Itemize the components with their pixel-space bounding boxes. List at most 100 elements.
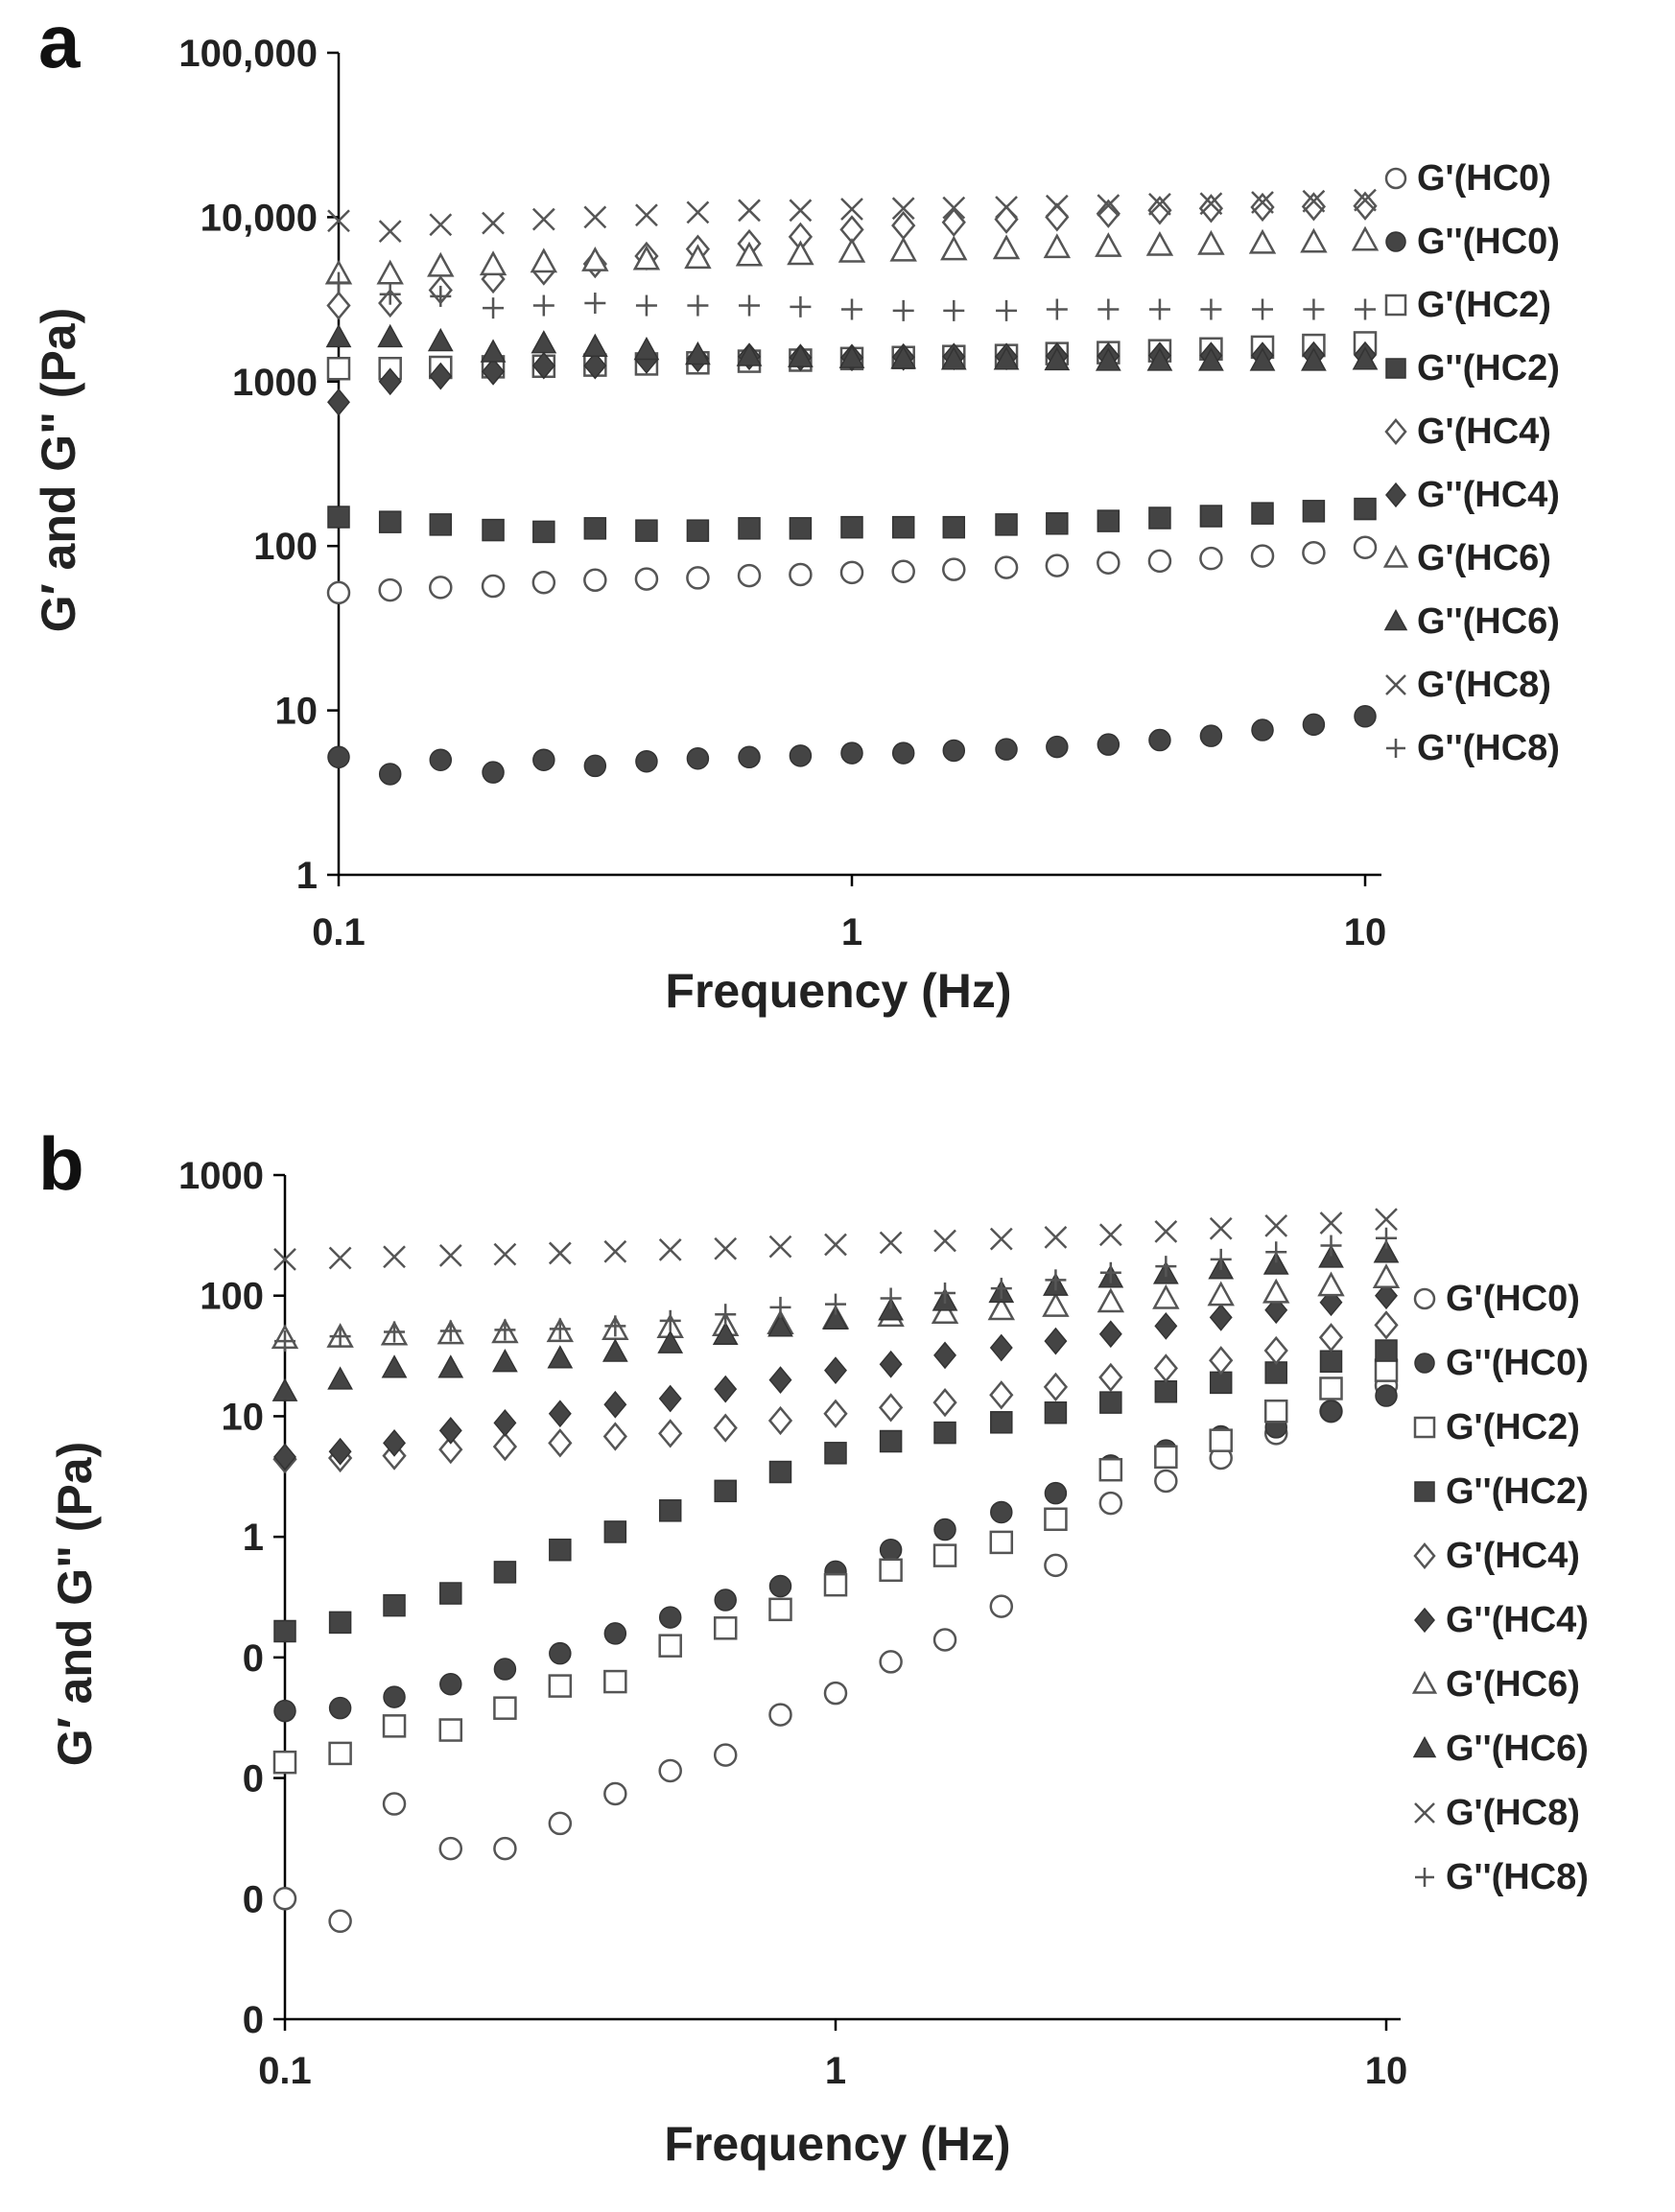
data-point (384, 1321, 406, 1343)
data-point (1044, 1225, 1068, 1249)
data-point (1320, 1235, 1342, 1257)
legend-marker (1384, 418, 1407, 445)
legend-label: G''(HC0) (1417, 222, 1560, 262)
data-point (1374, 1310, 1399, 1340)
data-point (994, 555, 1019, 579)
data-point (1375, 1384, 1398, 1407)
chart-panel-b: 0 0 0 0 1 10 100 1000 0.1 1 10 Frequency (Hz) G′ … (48, 1155, 1589, 2171)
series-gpp-hc8 (274, 1227, 1397, 1353)
legend-marker (1385, 482, 1406, 508)
data-point (990, 1411, 1013, 1434)
data-point (787, 240, 814, 266)
data-point (878, 1393, 904, 1423)
data-point (1097, 551, 1121, 575)
data-point (328, 271, 349, 294)
series-gpp-hc8 (328, 271, 1376, 321)
data-point (1199, 192, 1223, 216)
data-point (604, 1315, 626, 1337)
data-point (274, 1330, 295, 1353)
data-point (325, 323, 352, 348)
data-point (1209, 1428, 1233, 1452)
y-axis-title: G′ and G" (Pa) (48, 1442, 102, 1767)
legend-marker (1384, 294, 1407, 317)
data-point (1097, 509, 1121, 532)
data-point (1152, 1283, 1180, 1309)
data-point (493, 1658, 517, 1681)
data-point (824, 1356, 847, 1385)
data-point (658, 1758, 682, 1783)
legend-item: G'(HC2) (1413, 1407, 1580, 1447)
data-point (1264, 1361, 1287, 1384)
data-point (376, 259, 404, 285)
data-point (482, 518, 505, 542)
x-tick-label: 10 (1344, 911, 1387, 953)
data-point (532, 520, 555, 544)
data-point (940, 346, 967, 370)
data-point (712, 1321, 739, 1346)
data-point (714, 1236, 738, 1260)
legend-marker (1411, 1670, 1438, 1694)
data-point (878, 1297, 904, 1321)
legend-marker (1414, 1607, 1435, 1634)
data-point (603, 1669, 627, 1694)
data-point (1046, 512, 1069, 535)
data-point (439, 1672, 462, 1696)
data-point (933, 1421, 956, 1445)
y-tick-label: 1 (243, 1517, 264, 1559)
data-point (892, 299, 914, 321)
data-point (714, 1588, 737, 1612)
data-point (437, 1354, 464, 1378)
data-point (932, 1628, 957, 1652)
data-point (492, 1431, 518, 1462)
data-point (889, 236, 917, 262)
data-point (933, 1518, 956, 1541)
data-point (839, 560, 864, 585)
data-point (942, 196, 966, 220)
panel-letter-b: b (38, 1121, 84, 1206)
y-tick-label: 100,000 (178, 33, 318, 75)
legend-item: G'(HC4) (1384, 412, 1551, 452)
legend-label: G''(HC6) (1417, 601, 1560, 642)
data-point (789, 199, 813, 223)
legend-item: G'(HC6) (1411, 1664, 1580, 1705)
data-point (995, 738, 1018, 761)
data-point (1351, 225, 1380, 251)
data-point (658, 1238, 682, 1261)
data-point (1098, 1457, 1123, 1482)
legend-item: G''(HC6) (1412, 1729, 1589, 1769)
data-point (603, 1622, 627, 1645)
data-point (989, 1530, 1014, 1555)
data-point (602, 1338, 628, 1362)
legend-marker (1413, 1287, 1436, 1310)
data-point (685, 341, 711, 365)
data-point (482, 761, 505, 784)
data-point (327, 388, 350, 416)
data-point (328, 1696, 352, 1720)
data-point (1264, 1213, 1288, 1237)
data-point (714, 1375, 738, 1403)
data-point (383, 1428, 407, 1457)
data-point (1153, 1353, 1178, 1383)
data-point (990, 1500, 1013, 1524)
data-point (992, 234, 1021, 260)
x-ticks: 0.1 1 10 (312, 875, 1386, 953)
legend-item: G''(HC4) (1414, 1600, 1589, 1640)
data-point (632, 245, 661, 271)
legend-label: G'(HC4) (1446, 1536, 1580, 1576)
x-tick-label: 0.1 (312, 911, 366, 953)
data-point (768, 1703, 792, 1727)
data-point (714, 1479, 737, 1503)
legend-marker (1385, 231, 1406, 252)
data-point (1046, 735, 1069, 759)
legend-marker (1414, 1481, 1435, 1502)
data-point (493, 1561, 517, 1584)
data-point (379, 283, 401, 305)
y-axis-title: G′ and G" (Pa) (32, 308, 85, 633)
data-point (1042, 1291, 1070, 1317)
y-tick-label: 100 (200, 1276, 264, 1318)
legend-label: G'(HC6) (1446, 1664, 1580, 1705)
data-point (990, 1278, 1012, 1300)
data-point (879, 1558, 903, 1583)
data-point (713, 1616, 738, 1640)
